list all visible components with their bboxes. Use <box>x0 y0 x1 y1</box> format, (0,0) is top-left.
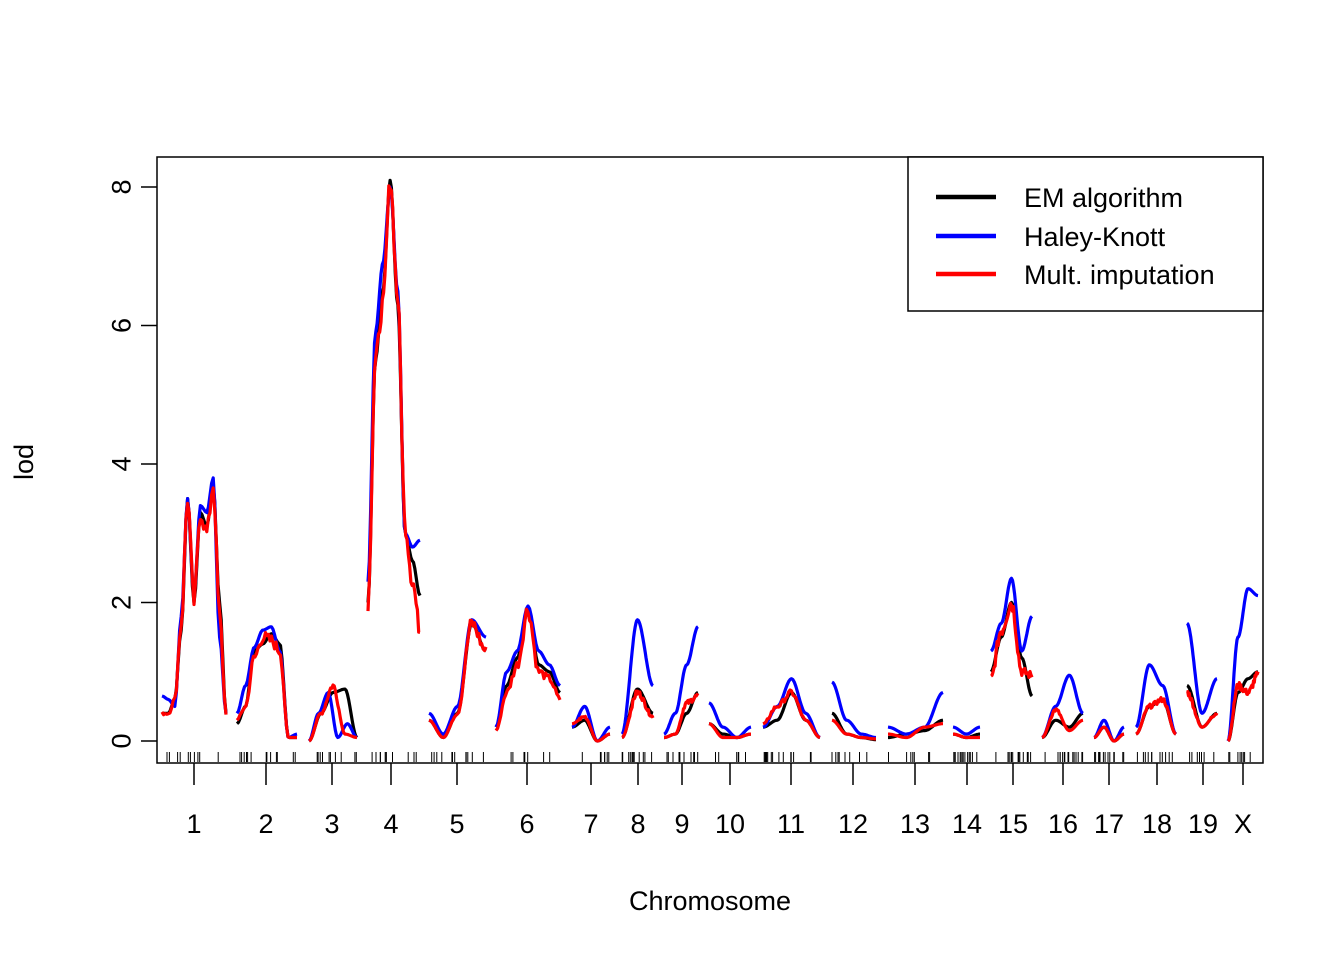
series-line-segment <box>663 625 699 736</box>
y-axis-title: lod <box>9 444 39 480</box>
x-tick-label: 8 <box>630 809 645 839</box>
series-line-segment <box>831 680 877 740</box>
series-line-segment <box>1186 690 1219 729</box>
legend-label-imp: Mult. imputation <box>1024 260 1215 290</box>
series-line-segment <box>494 604 562 728</box>
x-tick-label: 6 <box>519 809 534 839</box>
series-layer <box>160 178 1260 743</box>
series-line-segment <box>831 718 877 741</box>
series-line-segment <box>571 714 611 743</box>
x-tick-label: 19 <box>1188 809 1218 839</box>
x-tick-label: 12 <box>838 809 868 839</box>
legend-label-em: EM algorithm <box>1024 183 1183 213</box>
series-line-segment <box>366 184 421 634</box>
y-tick-label: 8 <box>106 179 136 194</box>
plot-frame <box>156 156 1264 764</box>
series-line-segment <box>663 692 700 740</box>
series-line-segment <box>160 486 228 717</box>
series-line-segment <box>762 688 821 740</box>
x-tick-label: X <box>1234 809 1252 839</box>
x-tick-label: 15 <box>998 809 1028 839</box>
x-tick-label: 1 <box>186 809 201 839</box>
series-line-segment <box>708 701 752 740</box>
series-line-segment <box>708 722 752 740</box>
legend: EM algorithm Haley-Knott Mult. imputatio… <box>907 156 1264 312</box>
series-line-segment <box>887 722 944 740</box>
series-line-segment <box>620 618 654 736</box>
x-axis: 1 2 3 4 5 6 7 8 9 10 11 12 13 14 15 16 17 18 19 X <box>186 763 1252 839</box>
series-line-segment <box>571 704 611 743</box>
series-line-segment <box>428 618 488 740</box>
series-line-segment <box>1226 670 1260 743</box>
series-line-segment <box>990 576 1034 653</box>
y-tick-label: 0 <box>106 733 136 748</box>
legend-label-hk: Haley-Knott <box>1024 222 1166 252</box>
x-tick-label: 16 <box>1048 809 1078 839</box>
series-line-segment <box>235 630 298 740</box>
series-2 <box>160 184 1260 743</box>
x-tick-label: 3 <box>324 809 339 839</box>
series-line-segment <box>952 725 981 736</box>
x-tick-label: 17 <box>1094 809 1124 839</box>
series-line-segment <box>952 732 981 740</box>
x-tick-label: 18 <box>1142 809 1172 839</box>
x-tick-label: 2 <box>258 809 273 839</box>
x-tick-label: 14 <box>952 809 982 839</box>
series-line-segment <box>621 689 655 739</box>
x-tick-label: 4 <box>383 809 398 839</box>
series-line-segment <box>308 683 358 743</box>
series-line-segment <box>494 607 562 732</box>
x-axis-title: Chromosome <box>629 886 791 916</box>
x-tick-label: 10 <box>715 809 745 839</box>
series-line-segment <box>1186 622 1218 715</box>
y-axis: 0 2 4 6 8 <box>106 179 157 749</box>
series-line-segment <box>1135 695 1177 736</box>
x-tick-label: 13 <box>900 809 930 839</box>
series-line-segment <box>1226 587 1259 742</box>
y-tick-label: 4 <box>106 456 136 471</box>
x-tick-label: 11 <box>777 809 805 839</box>
marker-rug <box>166 752 1251 762</box>
series-line-segment <box>1093 725 1125 743</box>
y-tick-label: 2 <box>106 595 136 610</box>
series-line-segment <box>990 601 1034 680</box>
series-line-segment <box>1041 707 1084 739</box>
x-tick-label: 5 <box>449 809 464 839</box>
x-tick-label: 9 <box>674 809 689 839</box>
x-tick-label: 7 <box>583 809 598 839</box>
y-tick-label: 6 <box>106 318 136 333</box>
